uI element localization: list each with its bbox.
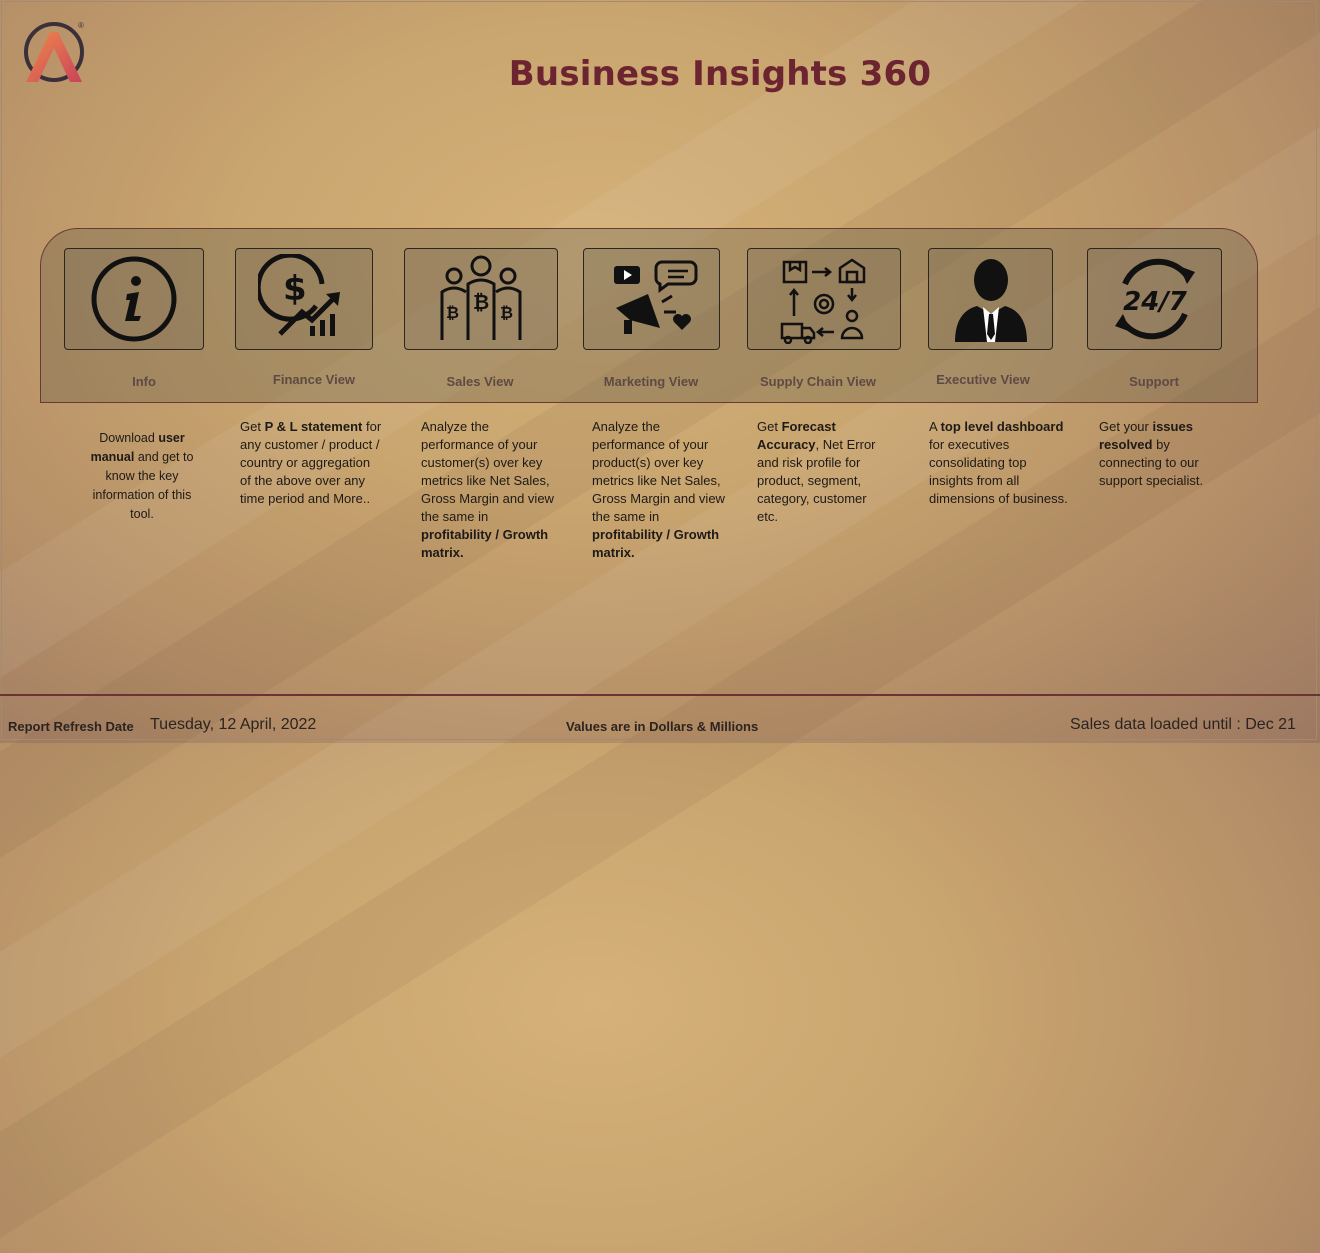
refresh-date-label: Report Refresh Date — [8, 719, 134, 734]
nav-label-marketing[interactable]: Marketing View — [603, 374, 699, 389]
support-description: Get your issues resolved by connecting t… — [1099, 419, 1204, 488]
nav-label-supply-chain[interactable]: Supply Chain View — [759, 374, 877, 389]
nav-label-sales[interactable]: Sales View — [446, 374, 514, 389]
bitcoin-people-icon: ₿ ₿ ₿ — [440, 255, 522, 340]
company-logo: ® — [20, 18, 92, 88]
supply-chain-description: Get Forecast Accuracy, Net Error and ris… — [757, 419, 876, 524]
page-title: Business Insights 360 — [508, 54, 932, 94]
sales-loaded-until: Sales data loaded until : Dec 21 — [1070, 716, 1296, 733]
nav-tile-supply-chain[interactable] — [747, 248, 901, 350]
support-24-7-icon: 24/7 — [1114, 258, 1195, 340]
svg-text:®: ® — [78, 21, 84, 30]
nav-label-executive[interactable]: Executive View — [936, 372, 1030, 387]
nav-tile-finance[interactable]: $ — [235, 248, 373, 350]
nav-tile-marketing[interactable] — [583, 248, 720, 350]
nav-label-finance[interactable]: Finance View — [272, 372, 356, 387]
dollar-growth-icon: $ — [258, 254, 340, 336]
nav-tile-info[interactable] — [64, 248, 204, 350]
svg-text:$: $ — [283, 269, 307, 309]
svg-text:₿: ₿ — [500, 303, 513, 322]
svg-text:24/7: 24/7 — [1123, 287, 1188, 317]
nav-tile-sales[interactable]: ₿ ₿ ₿ — [404, 248, 558, 350]
refresh-date-value: Tuesday, 12 April, 2022 — [150, 716, 317, 733]
svg-text:₿: ₿ — [446, 303, 459, 322]
nav-label-info[interactable]: Info — [132, 374, 156, 389]
sales-description: Analyze the performance of your customer… — [421, 419, 554, 560]
nav-label-support[interactable]: Support — [1129, 374, 1179, 389]
svg-text:₿: ₿ — [473, 290, 489, 314]
marketing-description: Analyze the performance of your product(… — [592, 419, 725, 560]
executive-icon — [954, 259, 1027, 342]
nav-tile-support[interactable]: 24/7 — [1087, 248, 1222, 350]
finance-description: Get P & L statement for any customer / p… — [240, 419, 382, 506]
megaphone-icon — [613, 260, 697, 334]
info-icon — [91, 256, 177, 342]
values-unit-note: Values are in Dollars & Millions — [566, 719, 759, 734]
page-frame — [1, 1, 1317, 740]
supply-chain-icon — [780, 258, 866, 344]
executive-description: A top level dashboard for executives con… — [929, 419, 1068, 506]
info-description: Download user manual and get to know the… — [90, 431, 194, 521]
nav-tile-executive[interactable] — [928, 248, 1053, 350]
footer-divider — [0, 694, 1320, 696]
